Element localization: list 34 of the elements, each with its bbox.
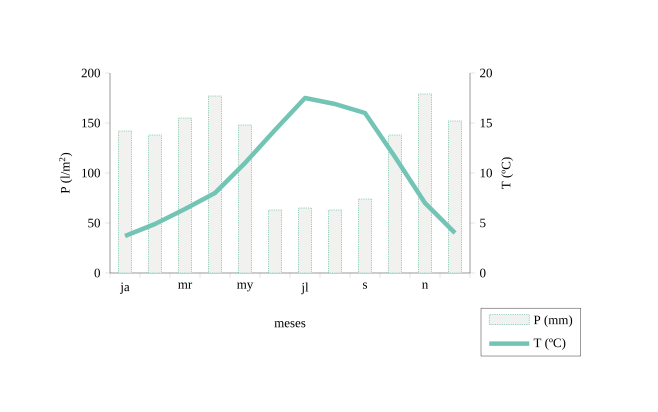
bar: [238, 124, 252, 274]
bar: [178, 118, 192, 274]
bar: [118, 130, 132, 274]
y2-axis-title: T (ºC): [501, 157, 514, 189]
y2-tick-label: 0: [480, 268, 486, 278]
y-axis-title: P (l/m$^{2}$): [59, 152, 72, 194]
y-tick-label: 200: [82, 68, 100, 78]
x-tick-label: s: [363, 282, 368, 289]
bar: [208, 96, 222, 274]
y-tick-label: 150: [82, 118, 100, 128]
y2-tick-label: 10: [480, 168, 492, 178]
y-tick-label: 50: [88, 218, 100, 228]
bar: [298, 208, 312, 274]
y2-tick-label: 15: [480, 118, 492, 128]
bar: [268, 210, 282, 274]
x-tick-label: n: [422, 282, 428, 289]
y2-tick-label: 20: [480, 68, 492, 78]
y2-tick-label: 5: [480, 218, 486, 228]
x-tick-label: jl: [301, 282, 308, 294]
y-tick-label: 100: [82, 168, 100, 178]
bar: [388, 134, 402, 274]
legend-label: P (mm): [534, 315, 572, 327]
y-tick-label: 0: [94, 268, 100, 278]
x-axis-title: meses: [274, 321, 306, 328]
x-tick-label: my: [237, 282, 254, 292]
line-series: [122, 96, 458, 238]
bar: [418, 94, 432, 274]
legend-label: T (ºC): [534, 338, 566, 350]
bar: [328, 210, 342, 274]
bar: [358, 198, 372, 274]
bar: [448, 120, 462, 274]
x-tick-label: mr: [178, 282, 192, 289]
x-tick-label: ja: [120, 282, 130, 294]
bar: [148, 134, 162, 274]
